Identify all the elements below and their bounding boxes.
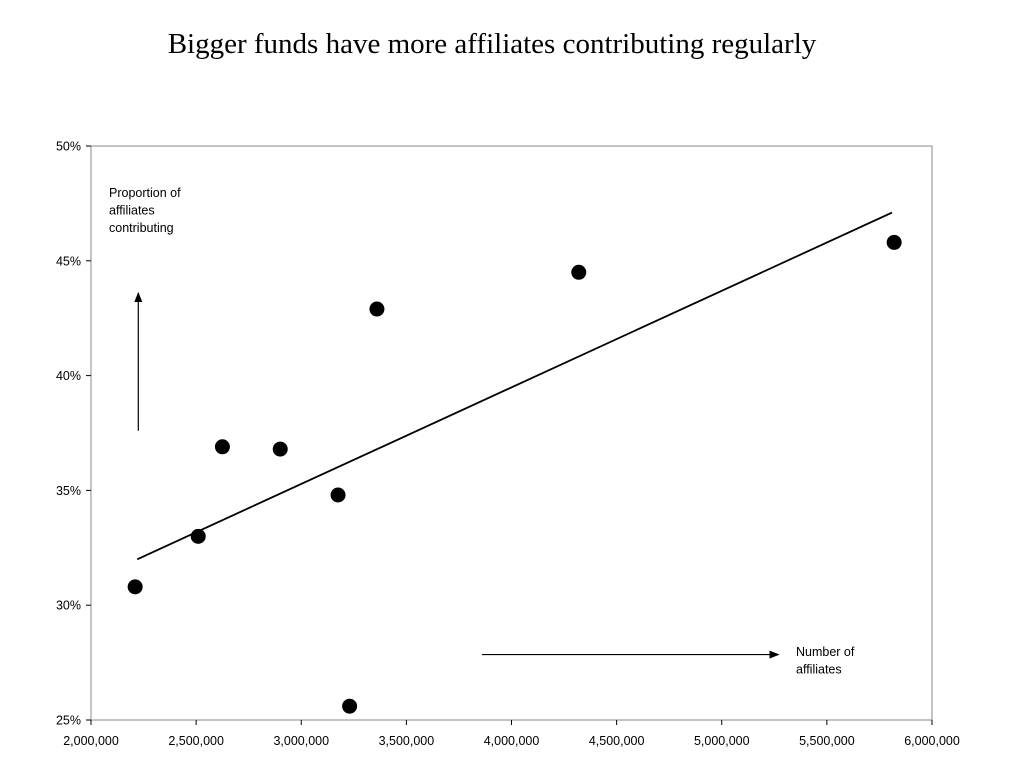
y-tick-label: 45% <box>56 254 81 268</box>
y-tick-label: 30% <box>56 599 81 613</box>
x-tick-label: 5,000,000 <box>694 734 750 748</box>
y-note-line: affiliates <box>109 204 155 218</box>
x-note-line: Number of <box>796 645 855 659</box>
chart-title: Bigger funds have more affiliates contri… <box>167 28 817 60</box>
data-point-1 <box>127 579 143 595</box>
data-point-6 <box>342 698 358 714</box>
data-point-4 <box>272 441 288 457</box>
y-axis: 25% 30% 35% 40% 45% 50% <box>56 140 91 728</box>
y-note-text: Proportion of affiliates contributing <box>109 186 181 235</box>
data-point-3 <box>214 439 230 455</box>
x-tick-label: 2,500,000 <box>168 734 224 748</box>
y-tick-label: 35% <box>56 484 81 498</box>
x-tick-label: 3,500,000 <box>379 734 435 748</box>
x-tick-label: 2,000,000 <box>63 734 119 748</box>
x-tick-label: 4,500,000 <box>589 734 645 748</box>
trendline-group <box>136 211 893 561</box>
data-point-2 <box>190 528 206 544</box>
x-tick-label: 3,000,000 <box>273 734 329 748</box>
y-tick-label: 50% <box>56 140 81 154</box>
data-point-9 <box>886 234 902 250</box>
data-points <box>127 234 902 714</box>
data-point-5 <box>330 487 346 503</box>
x-tick-label: 6,000,000 <box>904 734 960 748</box>
x-note-text: Number of affiliates <box>796 645 855 677</box>
x-tick-label: 5,500,000 <box>799 734 855 748</box>
data-point-8 <box>571 264 587 280</box>
x-note-line: affiliates <box>796 663 842 677</box>
data-point-7 <box>369 301 385 317</box>
y-tick-label: 25% <box>56 714 81 728</box>
plot-area <box>90 145 933 721</box>
trendline <box>136 211 893 561</box>
y-note-line: Proportion of <box>109 186 181 200</box>
y-tick-label: 40% <box>56 369 81 383</box>
y-note-line: contributing <box>109 221 174 235</box>
x-tick-label: 4,000,000 <box>484 734 540 748</box>
x-axis: 2,000,000 2,500,000 3,000,000 3,500,000 4,00… <box>63 720 960 748</box>
annotations: Proportion of affiliates contributing Numbe… <box>109 186 855 677</box>
